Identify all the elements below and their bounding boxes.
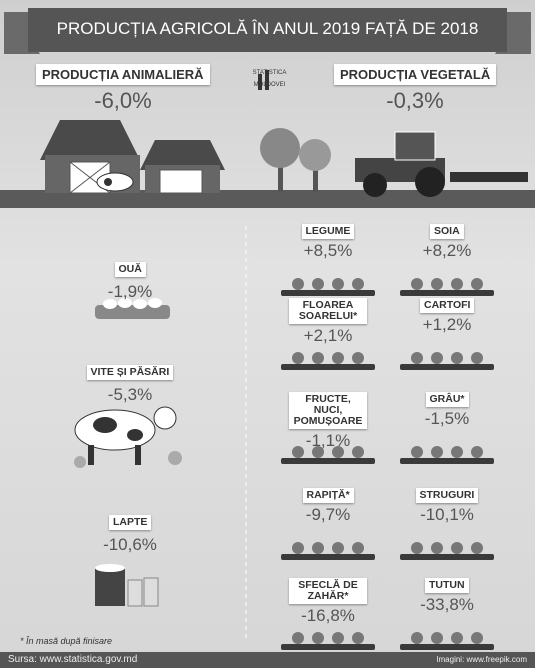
summary-change: -0,3%	[335, 88, 495, 114]
crop-label: STRUGURI	[416, 488, 479, 503]
plant	[431, 632, 443, 644]
crop-bed	[400, 458, 494, 464]
trees	[260, 128, 331, 192]
crop-bed	[281, 458, 375, 464]
plant	[471, 352, 483, 364]
logo-mark	[255, 68, 275, 92]
plant	[431, 352, 443, 364]
crop-label: CARTOFI	[420, 298, 474, 313]
plant	[431, 278, 443, 290]
crop-change: -33,8%	[402, 595, 492, 615]
crop-bed	[400, 290, 494, 296]
plant	[471, 446, 483, 458]
plant	[451, 278, 463, 290]
plant	[411, 446, 423, 458]
plant	[411, 352, 423, 364]
animal-change: -5,3%	[85, 385, 175, 405]
crop-change: -16,8%	[283, 606, 373, 626]
animal-label: OUĂ	[115, 262, 146, 277]
crop-bed	[281, 364, 375, 370]
plant	[471, 278, 483, 290]
plant	[411, 542, 423, 554]
crop-change: +8,2%	[402, 241, 492, 261]
plant	[312, 352, 324, 364]
plant	[451, 352, 463, 364]
cow	[74, 407, 182, 468]
crop-bed	[281, 644, 375, 650]
animal-label: VITE ȘI PĂSĂRI	[87, 365, 174, 380]
animal-change: -10,6%	[85, 535, 175, 555]
plant	[471, 542, 483, 554]
tractor	[355, 132, 528, 197]
plant	[411, 632, 423, 644]
crop-label: FRUCTE, NUCI, POMUȘOARE	[289, 392, 367, 429]
footnote: * În masă după finisare	[20, 636, 112, 646]
plant	[471, 632, 483, 644]
crop-change: -1,1%	[283, 431, 373, 451]
plant	[292, 278, 304, 290]
plant	[352, 542, 364, 554]
crop-bed	[281, 554, 375, 560]
crop-change: -9,7%	[283, 505, 373, 525]
animal-label: LAPTE	[109, 515, 151, 530]
infographic: PRODUCȚIA AGRICOLĂ ÎN ANUL 2019 FAȚĂ DE …	[0, 0, 535, 668]
plant	[332, 542, 344, 554]
plant	[332, 632, 344, 644]
plant	[431, 542, 443, 554]
crop-bed	[400, 364, 494, 370]
animal-change: -1,9%	[85, 282, 175, 302]
crop-label: SOIA	[430, 224, 464, 239]
footer-source: Sursa: www.statistica.gov.md	[8, 654, 137, 665]
title: PRODUCȚIA AGRICOLĂ ÎN ANUL 2019 FAȚĂ DE …	[28, 19, 507, 39]
plant	[431, 446, 443, 458]
crop-label: SFECLĂ DE ZAHĂR*	[289, 578, 367, 604]
footer-images: Imagini: www.freepik.com	[436, 655, 527, 664]
plant	[292, 352, 304, 364]
crop-bed	[400, 554, 494, 560]
plant	[292, 542, 304, 554]
plant	[332, 278, 344, 290]
plant	[411, 278, 423, 290]
crop-label: RAPIȚĂ*	[303, 488, 354, 503]
plant	[352, 278, 364, 290]
plant	[312, 632, 324, 644]
plant	[451, 632, 463, 644]
plant	[312, 278, 324, 290]
crop-change: +8,5%	[283, 241, 373, 261]
summary-label: PRODUCȚIA VEGETALĂ	[334, 64, 496, 85]
barn	[40, 120, 225, 193]
plant	[352, 352, 364, 364]
crop-label: GRÂU*	[426, 392, 469, 407]
plant	[451, 542, 463, 554]
crop-change: +1,2%	[402, 315, 492, 335]
milk	[95, 564, 158, 606]
crop-bed	[400, 644, 494, 650]
crop-change: +2,1%	[283, 326, 373, 346]
summary-label: PRODUCȚIA ANIMALIERĂ	[36, 64, 210, 85]
crop-label: FLOAREA SOARELUI*	[289, 298, 367, 324]
plant	[332, 352, 344, 364]
crop-change: -10,1%	[402, 505, 492, 525]
plant	[451, 446, 463, 458]
summary-change: -6,0%	[43, 88, 203, 114]
plant	[292, 632, 304, 644]
crop-label: LEGUME	[302, 224, 355, 239]
crop-label: TUTUN	[425, 578, 469, 593]
plant	[352, 632, 364, 644]
crop-change: -1,5%	[402, 409, 492, 429]
crop-bed	[281, 290, 375, 296]
plant	[312, 542, 324, 554]
